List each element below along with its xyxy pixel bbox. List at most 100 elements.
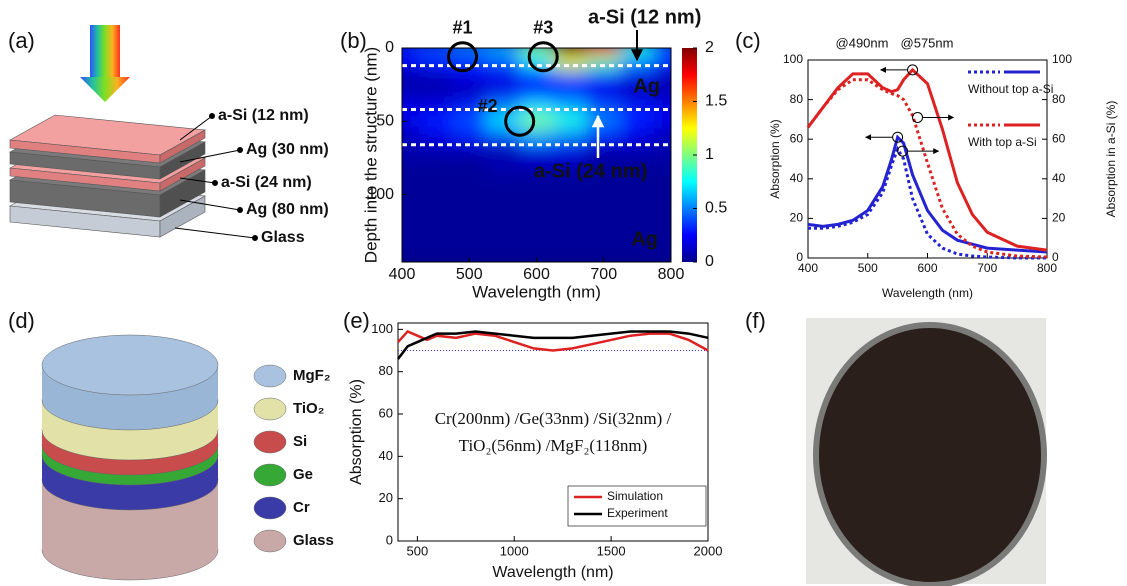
heatmap-cell	[486, 143, 521, 159]
panel-label: (d)	[8, 308, 35, 333]
heatmap-cell	[654, 157, 671, 174]
heatmap-cell	[654, 245, 671, 262]
heatmap-cell	[620, 84, 655, 100]
x-tick-label: 500	[456, 266, 483, 283]
heatmap-cell	[402, 231, 420, 247]
legend-label: Cr	[293, 499, 310, 516]
heatmap-cell	[519, 157, 554, 174]
annotation: @490nm	[836, 35, 889, 50]
legend-label: Glass	[293, 532, 334, 549]
y-tick-label: 100	[371, 321, 393, 336]
cylinder-legend	[253, 364, 287, 553]
heatmap-cell	[586, 245, 622, 262]
heatmap-cell	[486, 187, 521, 203]
heatmap-cell	[586, 55, 622, 71]
panel-label: (a)	[8, 28, 35, 53]
heatmap-cell	[586, 201, 622, 218]
heatmap-cell	[654, 216, 671, 232]
heatmap-cell	[553, 69, 588, 86]
heatmap-cell	[620, 231, 655, 247]
heatmap	[402, 48, 671, 262]
heatmap-cell	[418, 157, 453, 174]
heatmap-cell	[418, 55, 453, 71]
y-tick-label: 80	[790, 92, 804, 106]
series-line	[397, 329, 709, 352]
y-tick-label: 0	[386, 532, 393, 547]
y-tick-label: 100	[783, 52, 803, 66]
heatmap-cell	[553, 99, 588, 115]
region-label: Ag	[633, 75, 660, 97]
y-tick-label: 20	[790, 211, 804, 225]
heatmap-cell	[586, 84, 622, 100]
heatmap-cell	[452, 172, 487, 188]
legend-box	[567, 485, 707, 527]
x-tick-label: 400	[798, 261, 818, 275]
heatmap-cell	[620, 113, 655, 130]
hotspot-marker	[527, 41, 559, 73]
heatmap-cell	[586, 231, 622, 247]
heatmap-cell	[452, 69, 487, 86]
heatmap-cell	[620, 157, 655, 174]
x-axis-label: Wavelength (nm)	[472, 282, 601, 301]
layer-stack	[9, 114, 206, 238]
heatmap-cell	[519, 143, 554, 159]
annotation: @575nm	[901, 35, 954, 50]
y2-tick-label: 20	[1052, 211, 1066, 225]
x-tick-label: 400	[389, 266, 416, 283]
x-tick-label: 600	[917, 261, 937, 275]
y-tick-label: 60	[790, 131, 804, 145]
heatmap-cell	[486, 128, 521, 144]
heatmap-cell	[620, 201, 655, 218]
heatmap-cell	[418, 231, 453, 247]
panel-label: (e)	[343, 308, 370, 333]
heatmap-cell	[519, 231, 554, 247]
heatmap-cell	[418, 216, 453, 232]
colorbar-tick-label: 2	[705, 39, 714, 56]
series-line	[807, 134, 1048, 254]
y2-axis-label: Absorption in a-Si (%)	[1104, 101, 1118, 218]
legend-label: Experiment	[607, 506, 668, 520]
y-axis-label: Absorption (%)	[768, 119, 782, 198]
heatmap-cell	[586, 172, 622, 188]
x-tick-label: 700	[977, 261, 997, 275]
heatmap-cell	[486, 55, 521, 71]
heatmap-cell	[452, 187, 487, 203]
legend-label: Si	[293, 433, 307, 450]
heatmap-cell	[553, 128, 588, 144]
heatmap-cell	[553, 187, 588, 203]
heatmap-cell	[452, 84, 487, 100]
heatmap-cell	[553, 143, 588, 159]
heatmap-cell	[402, 172, 420, 188]
heatmap-cell	[486, 69, 521, 86]
heatmap-cell	[402, 187, 420, 203]
heatmap-cell	[586, 157, 622, 174]
heatmap-cell	[620, 143, 655, 159]
hotspot-label: #3	[533, 18, 553, 38]
heatmap-cell	[620, 128, 655, 144]
heatmap-cell	[418, 187, 453, 203]
x-tick-label: 700	[590, 266, 617, 283]
region-label: a-Si (12 nm)	[588, 6, 701, 28]
panel-label: (c)	[735, 28, 761, 53]
heatmap-cell	[486, 231, 521, 247]
y-tick-label: 100	[367, 186, 394, 203]
heatmap-cell	[654, 172, 671, 188]
layer-label: Ag (80 nm)	[246, 201, 329, 218]
y2-tick-label: 0	[1052, 250, 1059, 264]
y-tick-label: 50	[376, 113, 394, 130]
heatmap-cell	[418, 84, 453, 100]
heatmap-cell	[553, 245, 588, 262]
heatmap-cell	[553, 201, 588, 218]
heatmap-cell	[418, 99, 453, 115]
heatmap-cell	[452, 48, 487, 56]
heatmap-cell	[519, 48, 554, 56]
heatmap-cell	[654, 187, 671, 203]
heatmap-cell	[486, 157, 521, 174]
heatmap-cell	[654, 113, 671, 130]
heatmap-cells	[402, 48, 671, 262]
heatmap-cell	[620, 69, 655, 86]
heatmap-cell	[553, 55, 588, 71]
heatmap-cell	[553, 84, 588, 100]
y-tick-label: 80	[379, 363, 393, 378]
heatmap-cell	[654, 231, 671, 247]
